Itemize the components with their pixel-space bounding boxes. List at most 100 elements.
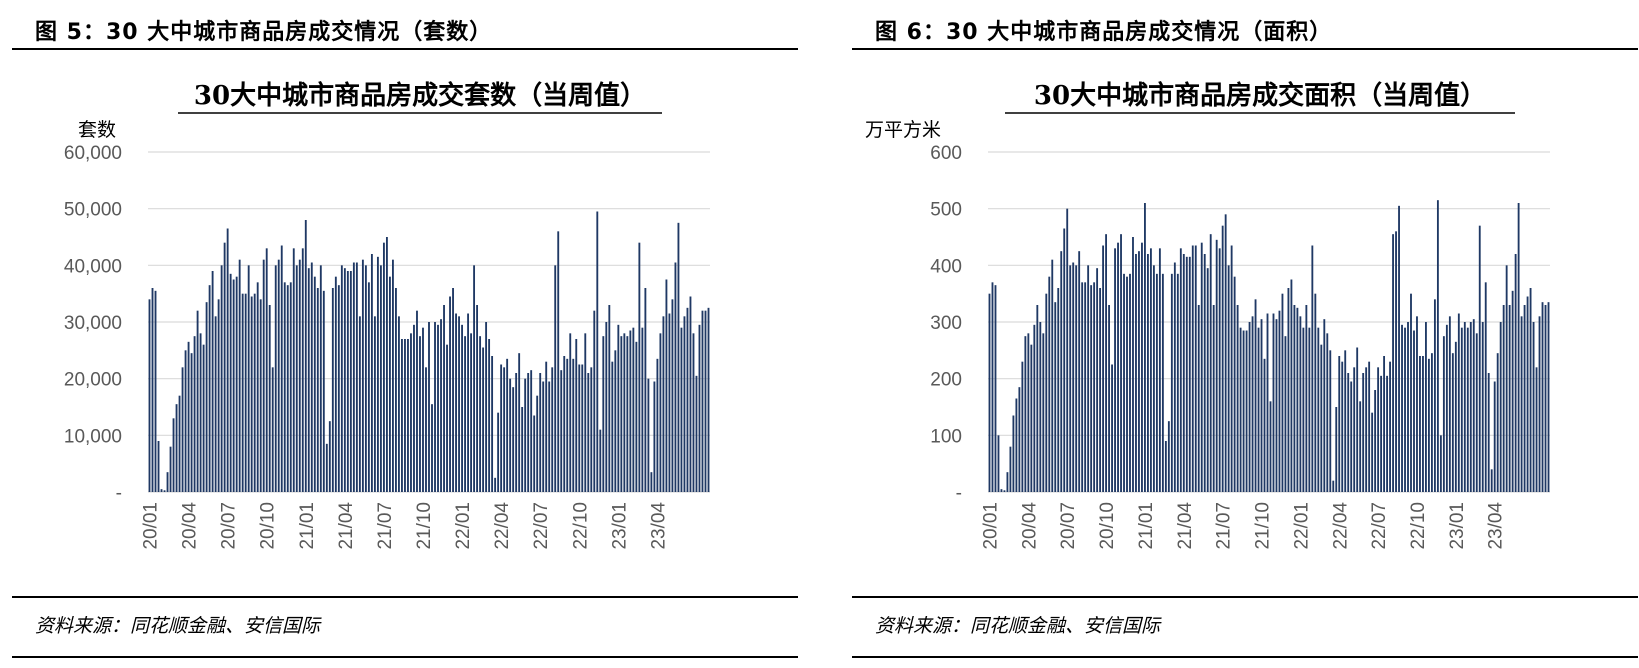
y-tick-label: 30,000 xyxy=(64,313,122,334)
bar xyxy=(1430,353,1433,492)
bar xyxy=(638,242,641,492)
bar xyxy=(494,477,497,492)
bar xyxy=(208,285,211,492)
chart-svg: 30大中城市商品房成交套数（当周值） 套数 - 10,000 20,000 30,00… xyxy=(64,80,710,550)
bar xyxy=(1275,319,1278,492)
bar xyxy=(1296,307,1299,492)
x-tick-label: 20/10 xyxy=(258,502,279,550)
bar xyxy=(1021,361,1024,492)
bar xyxy=(376,256,379,492)
bar xyxy=(1215,239,1218,492)
y-tick-label: 40,000 xyxy=(64,256,122,277)
x-tick-label: 22/10 xyxy=(1408,502,1429,550)
bar xyxy=(184,350,187,492)
bar xyxy=(988,293,991,492)
bar xyxy=(1254,299,1257,492)
bar xyxy=(1051,259,1054,492)
bar xyxy=(187,341,190,492)
top-rule xyxy=(852,48,1638,50)
x-tick-label: 23/04 xyxy=(648,502,669,550)
bar xyxy=(220,265,223,492)
bar xyxy=(1003,490,1006,492)
bar xyxy=(1272,313,1275,492)
bar xyxy=(274,265,277,492)
bar xyxy=(1012,415,1015,492)
bar xyxy=(428,322,430,492)
bar xyxy=(452,288,454,492)
bar xyxy=(1320,344,1323,492)
bar xyxy=(644,288,647,492)
bar xyxy=(650,472,653,492)
bar xyxy=(1152,265,1155,492)
bar xyxy=(1341,361,1344,492)
bar xyxy=(307,268,310,492)
bar xyxy=(602,336,605,492)
bar xyxy=(997,435,1000,492)
bar xyxy=(1305,305,1308,492)
bar xyxy=(1027,333,1030,492)
bar xyxy=(500,364,503,492)
bar xyxy=(190,353,193,492)
bar xyxy=(539,373,542,492)
bar xyxy=(590,367,593,492)
bar xyxy=(596,211,599,492)
bar xyxy=(1039,322,1042,492)
bar xyxy=(319,265,322,492)
bar xyxy=(337,285,340,492)
bar xyxy=(449,296,451,492)
bar xyxy=(695,375,698,492)
bar xyxy=(286,285,289,492)
bar xyxy=(1200,242,1203,492)
bar xyxy=(707,307,710,492)
figure-5-panel: 图 5：30 大中城市商品房成交情况（套数） 30大中城市商品房成交套数（当周值… xyxy=(0,0,800,668)
bar xyxy=(530,370,533,492)
bar xyxy=(1460,327,1463,492)
bar xyxy=(1081,282,1084,492)
bar xyxy=(1233,276,1236,492)
bar xyxy=(232,279,235,492)
bar xyxy=(151,288,154,492)
y-tick-label: 300 xyxy=(930,313,962,334)
bar xyxy=(1024,336,1027,492)
bar xyxy=(1266,313,1269,492)
bar xyxy=(1347,373,1350,492)
bottom-rule xyxy=(12,656,798,658)
bar xyxy=(1487,373,1490,492)
bar xyxy=(1009,446,1012,492)
bar xyxy=(1308,327,1311,492)
bar xyxy=(593,310,596,492)
bar xyxy=(413,324,415,492)
bar xyxy=(1135,254,1137,492)
bar xyxy=(160,489,163,492)
bar xyxy=(1472,319,1475,492)
bar xyxy=(1395,231,1397,492)
bar xyxy=(665,279,668,492)
bar xyxy=(355,262,358,492)
bar xyxy=(1221,225,1224,493)
x-tick-label: 20/07 xyxy=(219,502,240,550)
bar xyxy=(476,305,479,492)
bar xyxy=(698,324,701,492)
bar xyxy=(1006,472,1009,492)
bar xyxy=(1155,273,1158,492)
bar xyxy=(668,313,671,492)
bars xyxy=(148,211,710,492)
bar xyxy=(1302,327,1305,492)
bar xyxy=(1179,248,1182,492)
bar xyxy=(1117,242,1119,492)
bar xyxy=(677,222,680,492)
bar xyxy=(379,265,382,492)
bar xyxy=(1084,282,1087,492)
bar xyxy=(521,407,524,492)
bar xyxy=(1398,205,1400,492)
bar xyxy=(506,358,509,492)
bar xyxy=(1248,322,1251,492)
bar xyxy=(1164,441,1167,492)
bar xyxy=(575,339,578,492)
bar xyxy=(1499,322,1502,492)
bar xyxy=(629,330,632,492)
bar xyxy=(1093,282,1096,492)
bar xyxy=(473,265,476,492)
bars xyxy=(988,200,1550,493)
bar xyxy=(1120,234,1122,493)
